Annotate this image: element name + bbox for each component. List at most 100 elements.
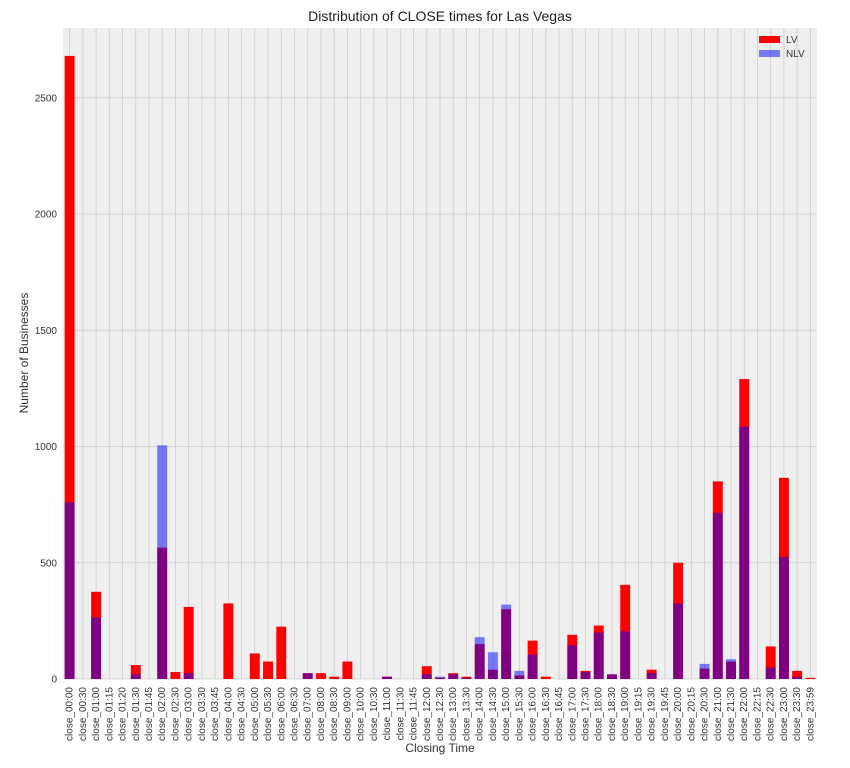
bar-nlv xyxy=(593,632,604,679)
x-tick-label: close_04:30 xyxy=(237,687,248,741)
x-tick-label: close_01:30 xyxy=(131,687,142,741)
x-tick-label: close_09:00 xyxy=(342,687,353,741)
x-tick-label: close_01:00 xyxy=(91,687,102,741)
bar-lv xyxy=(342,661,353,679)
y-tick-label: 1500 xyxy=(35,326,58,337)
x-tick-label: close_05:30 xyxy=(263,687,274,741)
x-tick-label: close_11:30 xyxy=(395,687,406,741)
bar-lv xyxy=(130,665,141,679)
series-nlv-bars xyxy=(64,426,803,679)
x-tick-label: close_23:30 xyxy=(792,687,803,741)
bar-nlv xyxy=(461,677,472,679)
y-tick-label: 0 xyxy=(51,675,57,686)
bar-lv xyxy=(329,676,340,679)
x-tick-label: close_00:30 xyxy=(78,687,89,741)
x-tick-label: close_05:00 xyxy=(250,687,261,741)
x-tick-label: close_06:00 xyxy=(276,687,287,741)
bar-nlv xyxy=(673,603,684,679)
bar-nlv xyxy=(64,502,75,679)
x-tick-label: close_08:00 xyxy=(316,687,327,741)
x-axis-label: Closing Time xyxy=(405,741,475,755)
bar-nlv xyxy=(183,673,194,679)
bar-nlv xyxy=(302,673,313,679)
legend-swatch-nlv xyxy=(759,50,780,57)
x-tick-label: close_11:00 xyxy=(382,687,393,741)
x-tick-label: close_15:00 xyxy=(501,687,512,741)
bar-lv xyxy=(263,661,273,679)
bar-nlv xyxy=(514,670,525,679)
bar-lv xyxy=(249,653,260,679)
bar-nlv xyxy=(778,556,789,679)
bar-nlv xyxy=(699,663,710,679)
bar-nlv xyxy=(382,676,393,679)
y-tick-label: 500 xyxy=(40,558,57,569)
x-tick-label: close_14:00 xyxy=(475,687,486,741)
y-tick-label: 1000 xyxy=(35,442,58,453)
x-tick-label: close_16:30 xyxy=(541,687,552,741)
bar-lv xyxy=(805,677,816,679)
x-tick-label: close_04:00 xyxy=(223,687,234,741)
x-tick-label: close_18:30 xyxy=(607,687,618,741)
x-tick-label: close_16:00 xyxy=(528,687,539,741)
legend-swatch-lv xyxy=(759,36,780,43)
x-tick-label: close_23:59 xyxy=(805,687,816,741)
bar-lv xyxy=(170,672,181,679)
x-tick-label: close_21:30 xyxy=(726,687,737,741)
x-tick-label: close_17:30 xyxy=(581,687,592,741)
x-tick-label: close_03:45 xyxy=(210,687,221,741)
x-tick-labels: close_00:00 close_00:30 close_01:00 close_0… xyxy=(65,687,817,741)
bar-lv xyxy=(64,55,75,679)
x-tick-label: close_01:45 xyxy=(144,687,155,741)
legend-label-lv: LV xyxy=(786,35,798,46)
x-tick-label: close_02:30 xyxy=(170,687,181,741)
x-tick-label: close_14:30 xyxy=(488,687,499,741)
x-tick-label: close_18:00 xyxy=(594,687,605,741)
x-tick-label: close_15:30 xyxy=(514,687,525,741)
x-tick-label: close_01:20 xyxy=(118,687,129,741)
x-tick-label: close_23:00 xyxy=(779,687,790,741)
y-axis-label: Number of Businesses xyxy=(17,293,31,414)
x-tick-label: close_12:00 xyxy=(422,687,433,741)
bar-lv xyxy=(540,676,551,679)
bar-nlv xyxy=(792,676,803,679)
x-tick-label: close_17:00 xyxy=(567,687,578,741)
x-tick-label: close_20:30 xyxy=(700,687,711,741)
x-tick-label: close_19:00 xyxy=(620,687,631,741)
x-tick-label: close_22:30 xyxy=(766,687,777,741)
bar-nlv xyxy=(620,631,631,679)
x-tick-label: close_01:15 xyxy=(104,687,115,741)
legend-label-nlv: NLV xyxy=(786,49,805,60)
x-tick-label: close_13:30 xyxy=(461,687,472,741)
bar-nlv xyxy=(646,673,657,679)
y-tick-labels: 0 500 1000 1500 2000 2500 xyxy=(35,93,58,685)
x-tick-label: close_22:15 xyxy=(752,687,763,741)
bar-lv xyxy=(315,673,326,679)
bar-nlv xyxy=(421,674,432,679)
bar-nlv xyxy=(435,676,445,679)
x-tick-label: close_10:30 xyxy=(369,687,380,741)
x-tick-label: close_19:15 xyxy=(633,687,644,741)
bar-lv xyxy=(183,606,194,679)
bar-nlv xyxy=(726,659,736,679)
bar-nlv xyxy=(501,604,512,679)
x-tick-label: close_11:45 xyxy=(409,687,420,741)
bar-nlv xyxy=(607,674,617,679)
bar-lv xyxy=(223,603,234,679)
bar-nlv xyxy=(474,637,485,679)
bar-nlv xyxy=(527,654,538,679)
x-tick-label: close_16:45 xyxy=(554,687,565,741)
x-tick-label: close_20:00 xyxy=(673,687,684,741)
x-tick-label: close_19:45 xyxy=(660,687,671,741)
x-tick-label: close_00:00 xyxy=(65,687,76,741)
bar-nlv xyxy=(712,512,723,679)
x-tick-label: close_03:00 xyxy=(184,687,195,741)
x-tick-label: close_02:00 xyxy=(157,687,168,741)
x-tick-label: close_12:30 xyxy=(435,687,446,741)
bar-nlv xyxy=(765,667,776,679)
x-tick-label: close_22:00 xyxy=(739,687,750,741)
bar-nlv xyxy=(448,674,459,679)
x-tick-label: close_03:30 xyxy=(197,687,208,741)
legend: LV NLV xyxy=(759,35,805,60)
bar-nlv xyxy=(739,426,750,679)
